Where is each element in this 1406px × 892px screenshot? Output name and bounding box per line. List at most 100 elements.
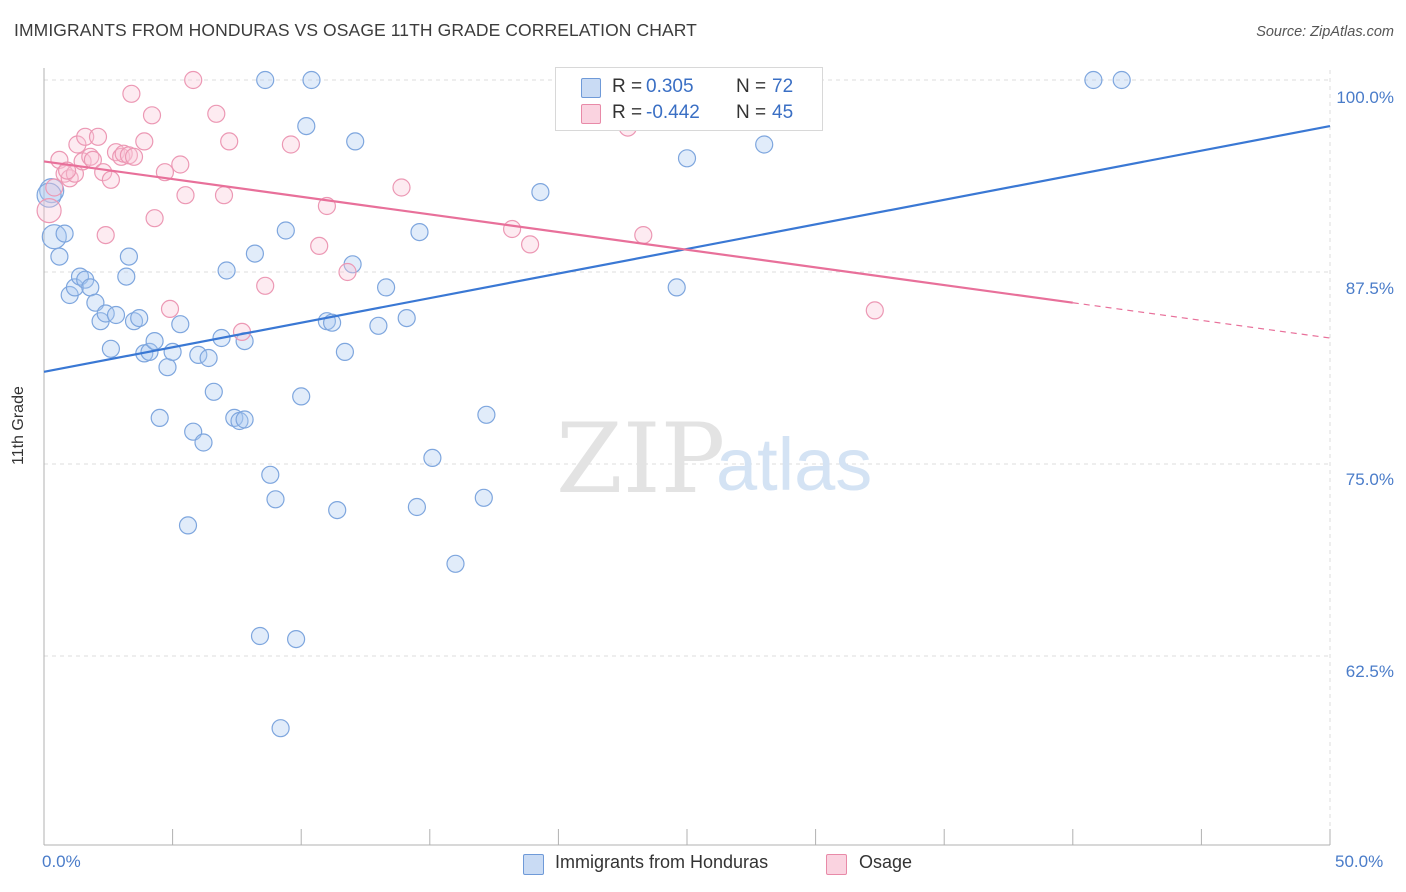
source-label: Source: ZipAtlas.com [1256, 24, 1394, 40]
data-point [410, 223, 429, 242]
data-point [65, 278, 85, 297]
legend-r-value: 0.305 [646, 76, 694, 97]
data-point [36, 198, 62, 224]
data-point [377, 278, 396, 297]
data-point [677, 149, 697, 168]
data-point [502, 219, 522, 239]
watermark-atlas: atlas [716, 423, 872, 506]
data-point [189, 345, 208, 364]
data-point [335, 342, 354, 361]
data-point [369, 316, 388, 335]
data-point [292, 387, 311, 406]
data-point [220, 132, 239, 151]
data-point [407, 497, 426, 517]
data-point [266, 490, 285, 509]
data-point [130, 309, 149, 328]
data-point [96, 226, 115, 245]
data-point [276, 221, 295, 240]
legend-label: Immigrants from Honduras [555, 852, 769, 872]
legend-swatch-pink [581, 104, 601, 124]
data-point [423, 448, 442, 467]
data-point [55, 224, 74, 243]
data-point [271, 719, 290, 738]
data-point [1084, 70, 1103, 90]
data-point [338, 262, 357, 282]
data-point [194, 433, 213, 452]
data-point [145, 209, 164, 228]
data-point [397, 309, 416, 328]
data-point [446, 554, 465, 573]
data-point [117, 267, 136, 286]
bottom-legend-honduras: Immigrants from Honduras [523, 852, 769, 875]
legend-r-label: R = [612, 102, 643, 123]
data-point [50, 247, 69, 266]
data-point [81, 147, 100, 166]
trend-line [43, 160, 1073, 304]
data-point [235, 410, 254, 429]
data-point [171, 315, 190, 334]
legend-r-label: R = [612, 76, 643, 97]
legend-n-value: 45 [772, 102, 794, 123]
data-point [41, 224, 67, 250]
data-point [755, 135, 774, 154]
data-point [101, 339, 121, 358]
data-point [199, 348, 218, 368]
bottom-legend-osage: Osage [826, 852, 913, 875]
data-point [328, 501, 347, 520]
y-tick-label-75: 75.0% [1345, 470, 1394, 489]
data-point [667, 278, 686, 297]
legend-swatch-blue [523, 854, 544, 875]
legend-n-label: N = [736, 102, 767, 123]
data-point [477, 405, 496, 424]
data-point [310, 236, 329, 255]
legend-n-value: 72 [772, 76, 794, 97]
data-point [145, 332, 164, 351]
legend-label: Osage [859, 852, 913, 872]
data-point [112, 147, 131, 166]
data-point [302, 70, 321, 90]
data-point [176, 186, 195, 205]
data-point [45, 178, 64, 197]
watermark-zip: ZIP [556, 403, 725, 515]
y-tick-label-100: 100.0% [1336, 88, 1394, 107]
data-point [217, 261, 236, 280]
legend-n-label: N = [736, 76, 767, 97]
legend-row-honduras: R = 0.305 N = 72 [556, 76, 822, 100]
data-point [88, 127, 108, 146]
legend-swatch-pink [826, 854, 847, 875]
data-point [184, 70, 203, 90]
data-point [158, 358, 177, 377]
data-point [297, 116, 316, 136]
data-point [214, 186, 234, 205]
data-point [520, 235, 540, 254]
data-point [392, 178, 411, 197]
data-point [101, 170, 121, 189]
data-point [135, 132, 154, 151]
data-point [281, 135, 300, 154]
data-point [245, 244, 264, 263]
stats-legend: R = 0.305 N = 72 R = -0.442 N = 45 [555, 67, 823, 131]
data-point [178, 516, 198, 535]
legend-r-value: -0.442 [646, 102, 700, 123]
chart-title: IMMIGRANTS FROM HONDURAS VS OSAGE 11TH G… [14, 20, 697, 40]
data-point [81, 278, 100, 297]
data-point [150, 408, 169, 427]
x-tick-label-max: 50.0% [1335, 852, 1384, 871]
data-point [1112, 70, 1131, 90]
data-point [346, 132, 365, 151]
data-point [287, 629, 306, 649]
data-point [634, 226, 653, 245]
data-point [119, 247, 138, 266]
data-point [76, 127, 95, 146]
data-point [204, 382, 223, 401]
data-point [124, 147, 144, 166]
data-point [256, 276, 275, 295]
data-point [865, 301, 884, 320]
data-point [160, 299, 180, 318]
data-point [474, 488, 493, 507]
data-point [531, 183, 550, 202]
y-tick-label-62-5: 62.5% [1345, 662, 1394, 681]
data-point [68, 135, 87, 154]
data-point [122, 84, 141, 103]
